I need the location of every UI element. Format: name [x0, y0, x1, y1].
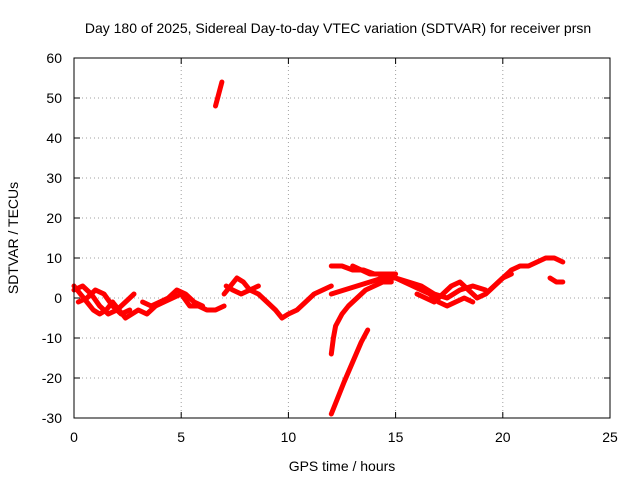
series-line-sat-l [350, 263, 399, 281]
plot-frame [73, 57, 611, 419]
y-tick-label: -10 [42, 330, 62, 346]
y-tick-label: 0 [54, 290, 62, 306]
series-line-sat-i [328, 327, 371, 417]
x-tick-label: 15 [388, 429, 404, 445]
series-line-sat-o [483, 255, 566, 297]
series-line-sat-f [221, 275, 334, 321]
y-tick-label: 40 [46, 130, 62, 146]
x-tick-label: 25 [602, 429, 618, 445]
axis-ticks: 0 5 10 15 20 25 -30 -20 -10 0 10 20 30 40 50 60 [42, 50, 618, 445]
series-line-sat-h [328, 279, 394, 357]
series-line-sat-e [213, 79, 225, 109]
series-line-sat-b [71, 283, 137, 317]
series-line-sat-c [75, 287, 133, 317]
chart-title: Day 180 of 2025, Sidereal Day-to-day VTE… [85, 20, 591, 36]
data-traces [71, 79, 566, 417]
x-tick-label: 5 [177, 429, 185, 445]
y-tick-label: 20 [46, 210, 62, 226]
y-tick-label: 10 [46, 250, 62, 266]
y-tick-label: -30 [42, 410, 62, 426]
series-line-sat-p [547, 275, 566, 285]
x-tick-label: 0 [70, 429, 78, 445]
grid [74, 58, 610, 418]
x-axis-label: GPS time / hours [289, 458, 396, 474]
y-tick-label: -20 [42, 370, 62, 386]
y-tick-label: 60 [46, 50, 62, 66]
series-line-sat-a [71, 283, 227, 321]
x-tick-label: 20 [495, 429, 511, 445]
series-line-sat-m [393, 275, 476, 309]
x-tick-label: 10 [281, 429, 297, 445]
series-line-sat-g [223, 283, 261, 297]
y-axis-label: SDTVAR / TECUs [5, 182, 21, 294]
series-line-sat-d [140, 287, 206, 309]
y-tick-label: 30 [46, 170, 62, 186]
y-tick-label: 50 [46, 90, 62, 106]
